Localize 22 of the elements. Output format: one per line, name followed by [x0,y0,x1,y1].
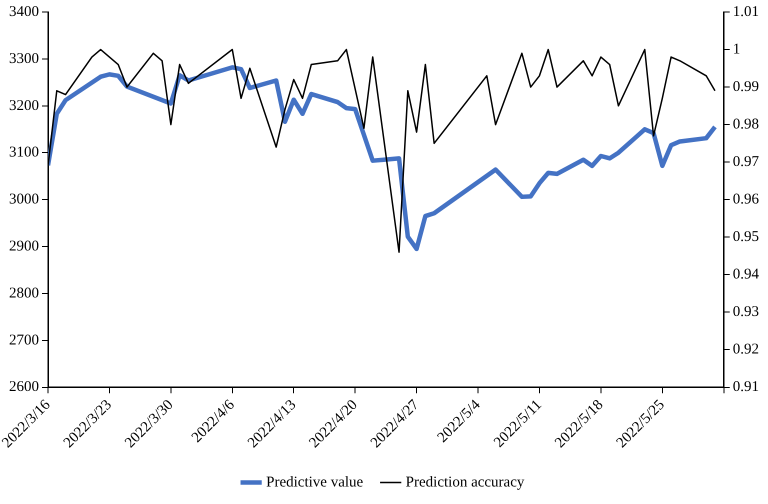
y2-tick-label: 0.91 [732,379,759,396]
y-tick-label: 3100 [9,144,39,161]
y2-tick-label: 1.01 [732,4,759,20]
y-tick-label: 3000 [9,192,39,208]
y-tick-label: 2700 [9,332,39,348]
y2-tick-label: 1 [732,41,740,58]
y-tick-label: 2800 [9,285,39,302]
y-tick-label: 2600 [9,379,39,396]
y2-tick-label: 0.97 [732,154,760,170]
y2-tick-label: 0.95 [732,229,759,246]
y2-tick-label: 0.99 [732,78,759,95]
y2-tick-label: 0.93 [732,304,759,320]
y2-tick-label: 0.98 [732,116,759,133]
legend-label: Predictive value [266,474,364,490]
y2-tick-label: 0.94 [732,266,760,283]
y-tick-label: 3300 [9,50,39,67]
y-tick-label: 2900 [9,238,39,254]
y2-tick-label: 0.96 [732,192,760,208]
y2-tick-label: 0.92 [732,342,759,358]
y-tick-label: 3200 [9,98,39,114]
legend-label: Prediction accuracy [406,474,525,490]
y-tick-label: 3400 [9,4,39,20]
